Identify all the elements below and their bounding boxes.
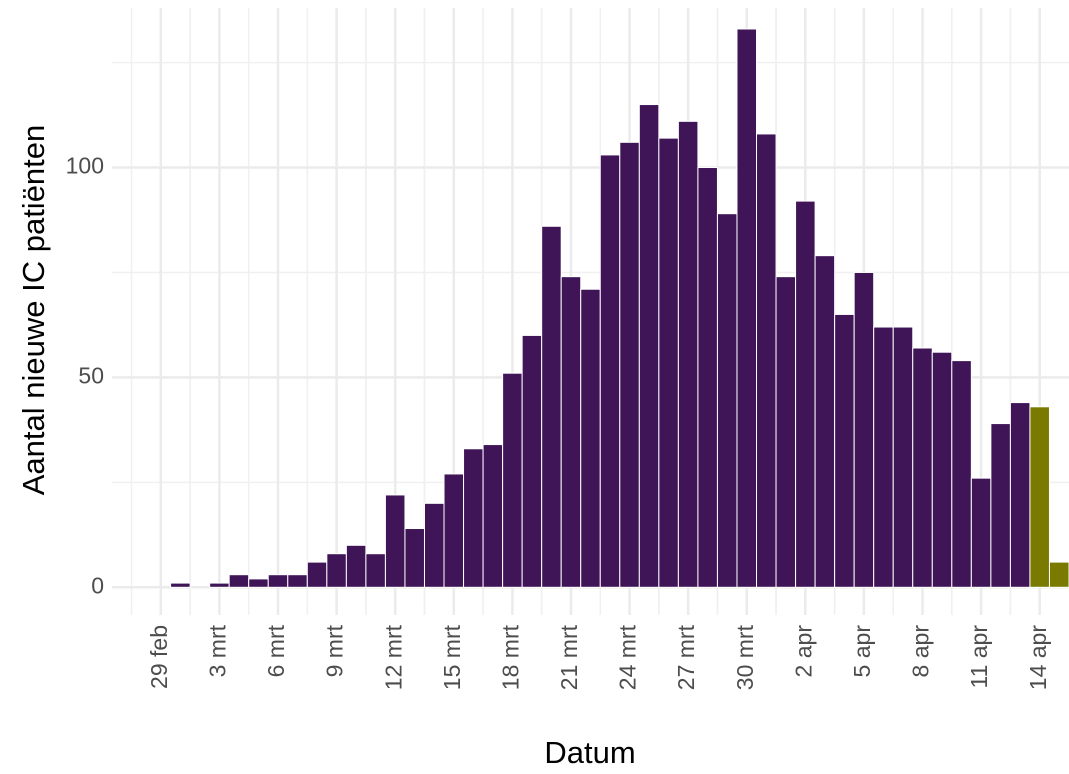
bar [892,326,914,588]
bar [658,137,679,588]
x-tick-label: 12 mrt [380,624,406,690]
bar [990,423,1011,588]
bar [1009,402,1031,588]
x-tick-label: 14 apr [1025,625,1051,691]
bar [619,141,640,588]
x-tick-label: 2 apr [790,625,816,678]
bar [873,326,894,588]
bar [170,582,191,588]
bar [541,225,562,588]
x-tick-label: 29 feb [146,625,172,689]
bar [502,372,523,588]
bar [716,213,738,588]
bar [287,574,308,588]
bar [795,200,816,588]
y-axis-title: Aantal nieuwe IC patiënten [16,125,51,496]
bar [677,120,699,588]
bar [756,133,777,588]
y-tick-label: 0 [91,572,104,598]
x-tick-label: 11 apr [966,625,992,689]
bar [912,347,933,588]
bar [482,444,504,588]
bar [834,313,855,588]
bar [404,528,425,588]
x-tick-label: 18 mrt [497,624,523,690]
x-tick-label: 27 mrt [673,624,699,690]
bar [228,574,250,588]
bar [599,154,621,588]
bar [365,553,386,588]
bar [521,334,543,588]
bar [345,544,367,588]
y-tick-label: 50 [78,362,104,388]
bar [931,351,953,588]
bar [267,574,289,588]
bar [580,288,601,588]
bar [463,448,484,588]
bar [384,494,406,588]
bar [560,276,582,588]
bar [814,255,836,588]
bar [775,276,797,588]
x-tick-label: 5 apr [849,625,875,678]
x-tick-label: 24 mrt [615,624,641,690]
bar [1048,561,1069,588]
bar [306,561,328,588]
bar [443,473,465,588]
bar [423,502,445,588]
bar [248,578,269,588]
x-tick-label: 9 mrt [322,624,348,677]
x-tick-label: 3 mrt [204,624,230,677]
bar [951,360,972,588]
x-axis-title: Datum [544,735,635,770]
bar [1029,406,1050,588]
bar [326,553,347,588]
x-tick-label: 8 apr [908,625,934,678]
y-tick-label: 100 [66,153,104,179]
bar [209,582,230,588]
x-tick-label: 30 mrt [732,624,758,690]
x-tick-label: 6 mrt [263,624,289,677]
bar [638,104,660,588]
bar [970,477,992,588]
x-tick-label: 15 mrt [439,624,465,690]
bar [736,28,758,588]
x-tick-label: 21 mrt [556,624,582,690]
bar [853,271,875,588]
bar [697,167,718,588]
